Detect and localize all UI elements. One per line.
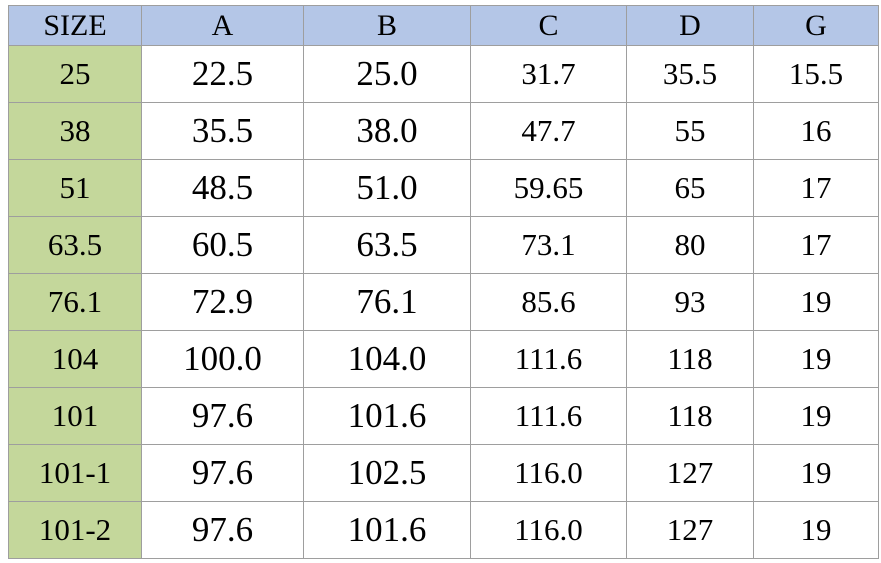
value-cell: 102.5 xyxy=(303,444,471,502)
size-cell: 63.5 xyxy=(8,216,142,274)
table-row: 76.1 72.9 76.1 85.6 93 19 xyxy=(8,273,879,331)
value-cell: 116.0 xyxy=(470,501,627,559)
header-cell: B xyxy=(303,5,471,46)
size-table: SIZE A B C D G 25 22.5 25.0 31.7 35.5 15.5 38 35.5 38.… xyxy=(8,5,879,559)
header-cell: A xyxy=(141,5,304,46)
size-cell: 101-1 xyxy=(8,444,142,502)
value-cell: 17 xyxy=(753,159,879,217)
value-cell: 111.6 xyxy=(470,330,627,388)
value-cell: 97.6 xyxy=(141,444,304,502)
value-cell: 59.65 xyxy=(470,159,627,217)
value-cell: 47.7 xyxy=(470,102,627,160)
value-cell: 101.6 xyxy=(303,387,471,445)
value-cell: 55 xyxy=(626,102,754,160)
header-row: SIZE A B C D G xyxy=(8,5,879,46)
size-cell: 25 xyxy=(8,45,142,103)
value-cell: 104.0 xyxy=(303,330,471,388)
value-cell: 25.0 xyxy=(303,45,471,103)
value-cell: 19 xyxy=(753,501,879,559)
value-cell: 35.5 xyxy=(141,102,304,160)
value-cell: 97.6 xyxy=(141,387,304,445)
size-cell: 104 xyxy=(8,330,142,388)
value-cell: 80 xyxy=(626,216,754,274)
value-cell: 22.5 xyxy=(141,45,304,103)
value-cell: 93 xyxy=(626,273,754,331)
value-cell: 116.0 xyxy=(470,444,627,502)
size-cell: 101-2 xyxy=(8,501,142,559)
value-cell: 38.0 xyxy=(303,102,471,160)
header-cell: D xyxy=(626,5,754,46)
size-cell: 101 xyxy=(8,387,142,445)
header-cell: C xyxy=(470,5,627,46)
value-cell: 15.5 xyxy=(753,45,879,103)
value-cell: 97.6 xyxy=(141,501,304,559)
table-row: 25 22.5 25.0 31.7 35.5 15.5 xyxy=(8,45,879,103)
value-cell: 35.5 xyxy=(626,45,754,103)
value-cell: 31.7 xyxy=(470,45,627,103)
value-cell: 127 xyxy=(626,444,754,502)
value-cell: 19 xyxy=(753,444,879,502)
value-cell: 118 xyxy=(626,330,754,388)
value-cell: 63.5 xyxy=(303,216,471,274)
header-cell: SIZE xyxy=(8,5,142,46)
table-row: 101 97.6 101.6 111.6 118 19 xyxy=(8,387,879,445)
table-row: 104 100.0 104.0 111.6 118 19 xyxy=(8,330,879,388)
value-cell: 48.5 xyxy=(141,159,304,217)
value-cell: 73.1 xyxy=(470,216,627,274)
size-cell: 76.1 xyxy=(8,273,142,331)
value-cell: 100.0 xyxy=(141,330,304,388)
size-cell: 38 xyxy=(8,102,142,160)
value-cell: 118 xyxy=(626,387,754,445)
value-cell: 19 xyxy=(753,273,879,331)
value-cell: 101.6 xyxy=(303,501,471,559)
value-cell: 111.6 xyxy=(470,387,627,445)
value-cell: 72.9 xyxy=(141,273,304,331)
value-cell: 127 xyxy=(626,501,754,559)
value-cell: 85.6 xyxy=(470,273,627,331)
header-cell: G xyxy=(753,5,879,46)
value-cell: 17 xyxy=(753,216,879,274)
value-cell: 60.5 xyxy=(141,216,304,274)
table-row: 38 35.5 38.0 47.7 55 16 xyxy=(8,102,879,160)
table-row: 51 48.5 51.0 59.65 65 17 xyxy=(8,159,879,217)
value-cell: 16 xyxy=(753,102,879,160)
value-cell: 51.0 xyxy=(303,159,471,217)
value-cell: 19 xyxy=(753,330,879,388)
size-cell: 51 xyxy=(8,159,142,217)
value-cell: 76.1 xyxy=(303,273,471,331)
table-row: 63.5 60.5 63.5 73.1 80 17 xyxy=(8,216,879,274)
value-cell: 19 xyxy=(753,387,879,445)
value-cell: 65 xyxy=(626,159,754,217)
table-row: 101-1 97.6 102.5 116.0 127 19 xyxy=(8,444,879,502)
table-row: 101-2 97.6 101.6 116.0 127 19 xyxy=(8,501,879,559)
